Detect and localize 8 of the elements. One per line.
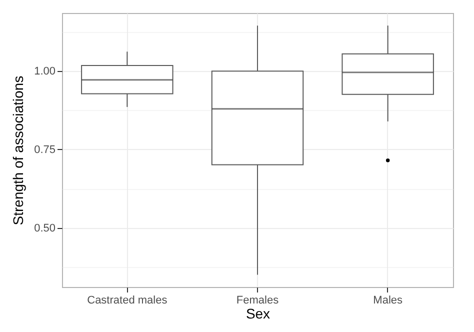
y-tick-label: 0.50 [34,222,56,234]
y-axis-title: Strength of associations [10,76,26,226]
x-tick-label: Females [236,294,280,306]
x-axis-title: Sex [246,306,270,322]
x-tick-label: Males [373,294,404,306]
x-tick-label: Castrated males [87,294,168,306]
y-tick-label: 1.00 [34,65,56,78]
y-tick-label: 0.75 [34,144,56,156]
